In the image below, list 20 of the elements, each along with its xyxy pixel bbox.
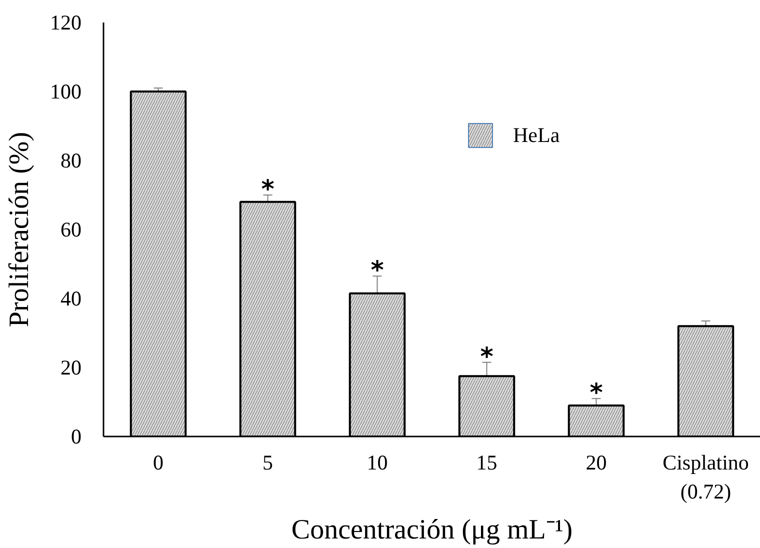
annotation: * — [261, 174, 274, 204]
y-axis-title: Proliferación (%) — [4, 132, 35, 328]
x-tick-label: 5 — [262, 450, 273, 474]
y-tick-label: 0 — [71, 424, 82, 448]
x-axis-title: Concentración (μg mL⁻¹) — [291, 514, 573, 546]
x-tick-label: 15 — [476, 450, 498, 474]
y-tick-label: 120 — [50, 10, 82, 34]
annotation: * — [480, 342, 494, 371]
x-tick-label: Cisplatino (0.72) — [662, 450, 749, 504]
annotation: * — [590, 378, 603, 408]
legend-label: HeLa — [513, 122, 560, 148]
y-tick-label: 40 — [60, 286, 82, 310]
x-tick-label: 0 — [153, 450, 164, 474]
y-tick-label: 100 — [50, 80, 82, 104]
y-tick-label: 80 — [60, 148, 82, 172]
y-tick-label: 20 — [60, 356, 82, 380]
x-tick-label: 20 — [586, 450, 607, 474]
y-tick-label: 60 — [60, 218, 82, 242]
annotation: * — [370, 256, 384, 285]
x-tick-label: 10 — [366, 450, 388, 474]
